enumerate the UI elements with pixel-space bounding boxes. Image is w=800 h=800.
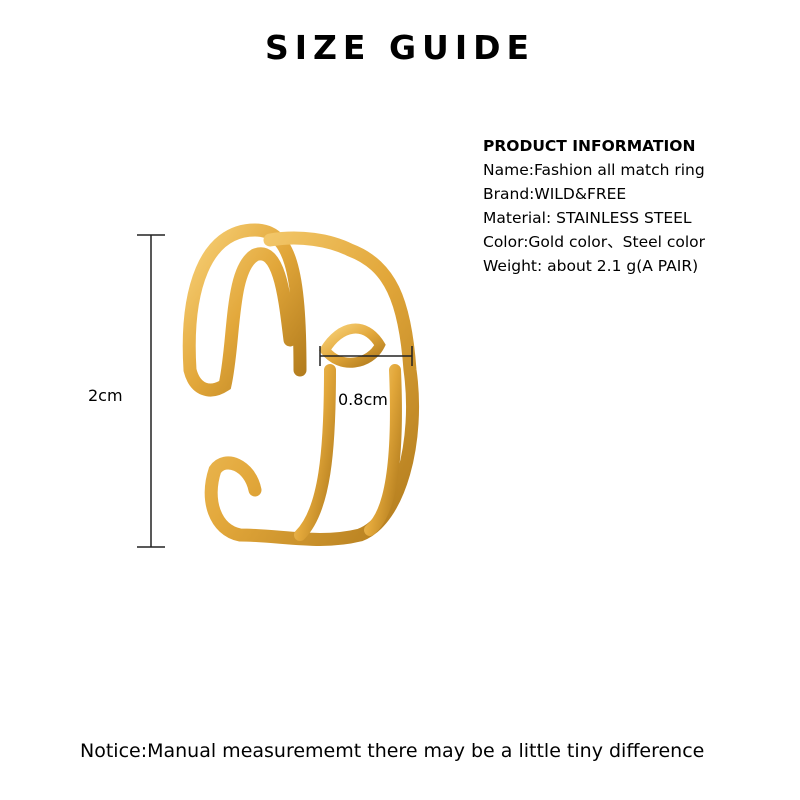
product-brand: Brand:WILD&FREE xyxy=(483,185,627,203)
height-label: 2cm xyxy=(88,386,123,405)
page-title: SIZE GUIDE xyxy=(264,28,536,67)
product-info-heading: PRODUCT INFORMATION xyxy=(483,137,696,155)
product-color: Color:Gold color、Steel color xyxy=(483,233,706,251)
product-weight: Weight: about 2.1 g(A PAIR) xyxy=(483,257,699,275)
notice-text: Notice:Manual measurememt there may be a… xyxy=(80,740,705,762)
product-information: PRODUCT INFORMATION Name:Fashion all mat… xyxy=(483,134,705,278)
width-label: 0.8cm xyxy=(338,390,388,409)
height-dimension-line xyxy=(137,234,165,548)
product-material: Material: STAINLESS STEEL xyxy=(483,209,692,227)
product-name: Name:Fashion all match ring xyxy=(483,161,705,179)
width-dimension-line xyxy=(319,346,413,366)
ring-image xyxy=(182,223,419,546)
